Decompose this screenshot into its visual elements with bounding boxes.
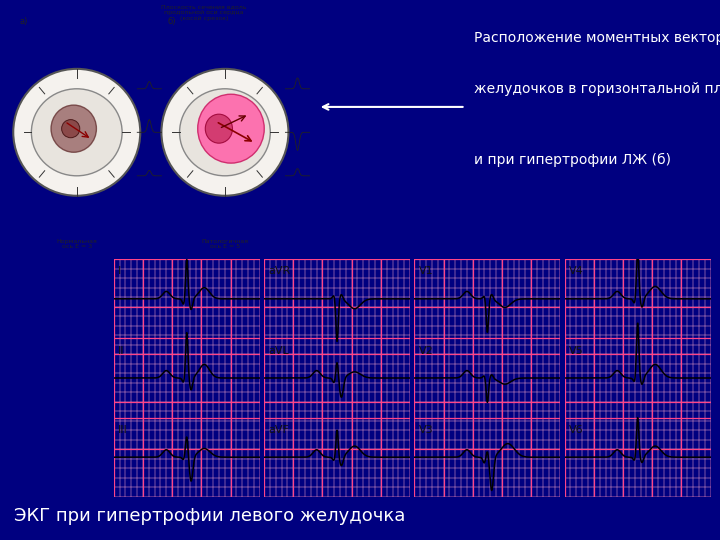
Ellipse shape [179,89,270,176]
Text: V3: V3 [419,425,433,435]
Text: aVF: aVF [269,425,289,435]
Text: II: II [118,346,125,355]
Text: aVL: aVL [269,346,289,355]
Text: V4: V4 [569,266,584,276]
Text: V5: V5 [569,346,584,355]
Text: V2: V2 [419,346,433,355]
Text: aVR: aVR [269,266,291,276]
Ellipse shape [198,94,264,163]
Text: V6: V6 [569,425,584,435]
Text: Плоскость сечения вдоль
продольной оси сердца
(косой срезок): Плоскость сечения вдоль продольной оси с… [161,4,246,21]
Ellipse shape [51,105,96,152]
Ellipse shape [32,89,122,176]
Text: и при гипертрофии ЛЖ (б): и при гипертрофии ЛЖ (б) [474,153,671,167]
Text: I: I [118,266,122,276]
Ellipse shape [62,120,80,138]
Text: б): б) [168,17,176,25]
Text: V1: V1 [419,266,433,276]
Ellipse shape [205,114,233,143]
Text: а): а) [19,17,27,25]
Text: Расположение моментных векторов деполяризации: Расположение моментных векторов деполяри… [474,31,720,45]
Text: III: III [118,425,128,435]
Ellipse shape [13,69,140,195]
Text: Нормальная
ось E = 3: Нормальная ось E = 3 [56,239,97,249]
Text: Патологичная
ось E = 5: Патологичная ось E = 5 [202,239,248,249]
Ellipse shape [161,69,289,195]
Text: желудочков в горизонтальной плоскости в норме (а): желудочков в горизонтальной плоскости в … [474,82,720,96]
Text: ЭКГ при гипертрофии левого желудочка: ЭКГ при гипертрофии левого желудочка [14,507,406,525]
